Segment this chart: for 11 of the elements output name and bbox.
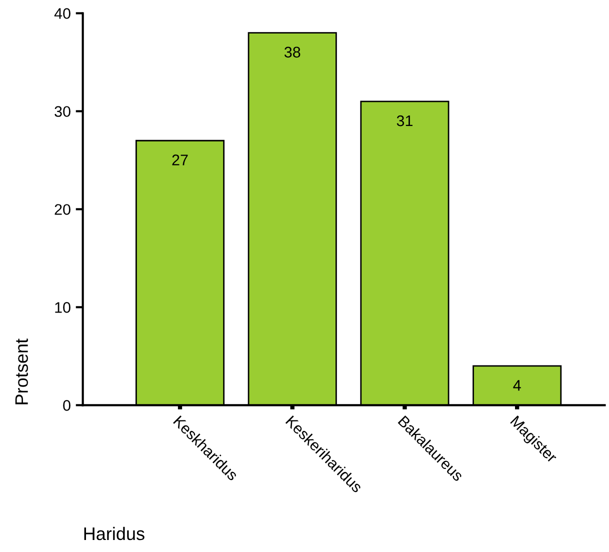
y-tick-label: 30 (54, 106, 70, 117)
data-label: 4 (513, 380, 521, 391)
y-axis-title: Protsent (15, 338, 28, 404)
y-tick-label: 20 (54, 204, 70, 215)
data-label: 31 (396, 115, 412, 126)
y-tick-label: 0 (63, 400, 70, 411)
x-axis-title: Haridus (84, 526, 144, 540)
y-tick-label: 40 (54, 8, 70, 19)
data-label: 27 (172, 154, 188, 166)
y-tick-label: 10 (55, 302, 70, 313)
data-label: 38 (284, 46, 300, 58)
